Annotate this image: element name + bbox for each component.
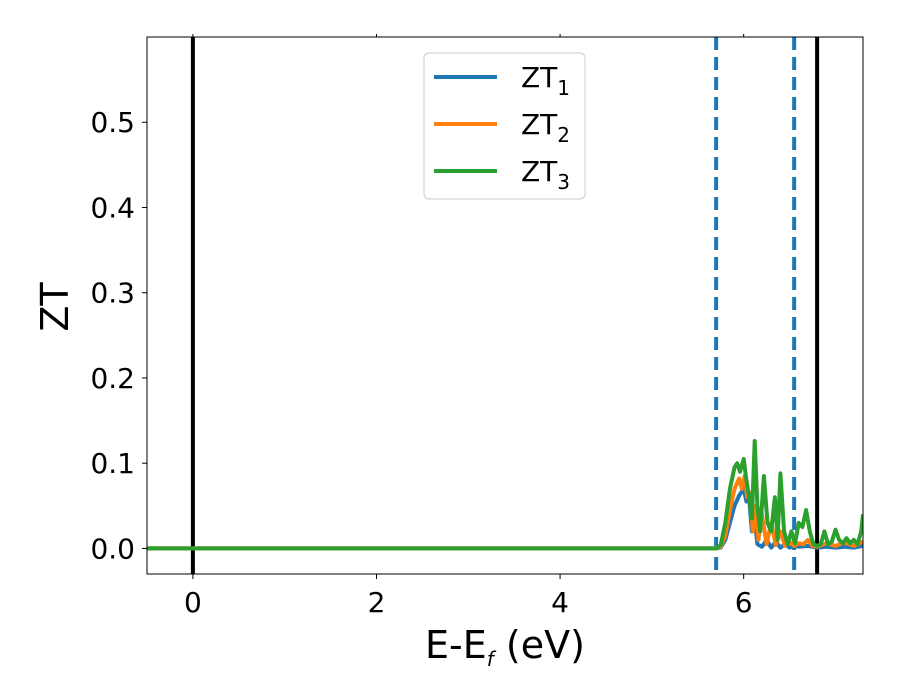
legend: ZT1 ZT2 ZT3 [423,52,586,200]
y-tick-label: 0.1 [90,447,135,480]
x-tick-label: 0 [184,586,202,619]
legend-box [423,52,586,200]
x-axis-title-unit: (eV) [494,623,585,667]
y-tick-label: 0.0 [90,532,135,565]
series-lines [147,439,863,551]
x-tick-label: 4 [551,586,569,619]
legend-label-3: ZT3 [521,155,570,194]
x-tick-label: 6 [735,586,753,619]
x-axis-title: E-Ef (eV) [425,623,585,671]
y-tick-label: 0.2 [90,362,135,395]
x-axis: 0 2 4 6 [184,34,753,619]
x-axis-title-main: E-E [425,623,487,667]
series-line-3 [147,439,863,551]
y-axis-title: ZT [33,282,77,332]
x-tick-label: 2 [368,586,386,619]
reference-lines [190,37,820,574]
plot-frame [146,36,864,575]
y-tick-label: 0.4 [90,191,135,224]
y-axis: 0.0 0.1 0.2 0.3 0.4 0.5 [90,106,147,565]
legend-label-2: ZT2 [521,108,570,147]
y-tick-label: 0.5 [90,106,135,139]
x-axis-title-subscript: f [487,647,497,671]
y-tick-label: 0.3 [90,277,135,310]
legend-label-1: ZT1 [521,61,570,100]
